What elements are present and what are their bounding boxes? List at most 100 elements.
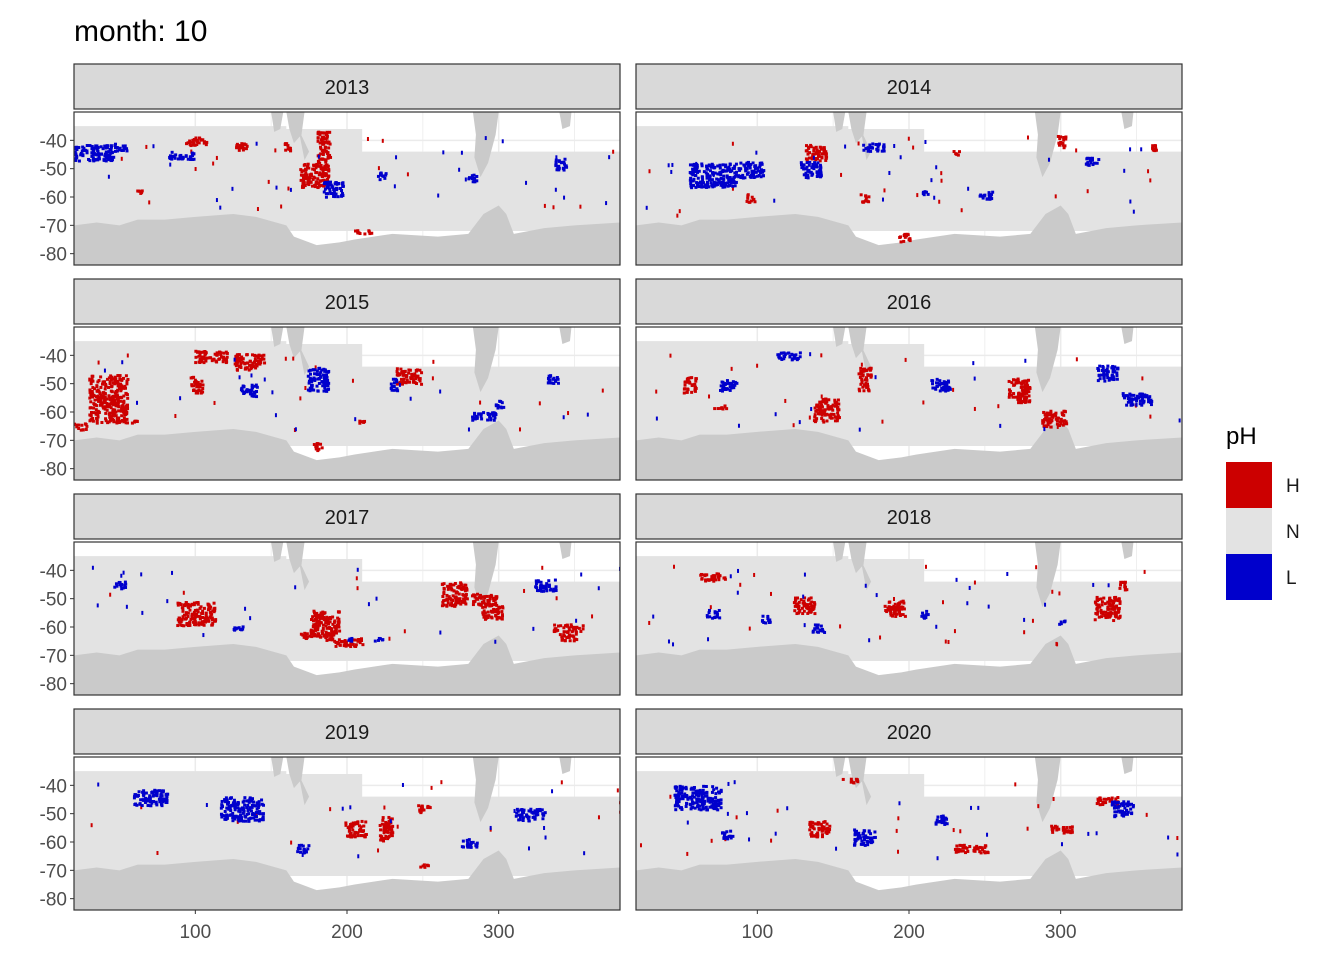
anomaly-cell-H — [194, 136, 198, 140]
anomaly-cell-L — [246, 808, 250, 812]
anomaly-cell-L — [74, 147, 78, 151]
panel-border — [635, 111, 1183, 266]
anomaly-cell-H — [91, 419, 95, 423]
anomaly-cell-L — [164, 792, 168, 796]
anomaly-cell-L — [1113, 804, 1117, 808]
anomaly-cell-H — [575, 625, 579, 629]
anomaly-cell-H — [382, 839, 386, 843]
anomaly-cell-L — [1105, 373, 1109, 377]
anomaly-cell-L — [893, 143, 896, 148]
anomaly-cell-H — [210, 618, 214, 622]
anomaly-cell-H — [1064, 135, 1068, 139]
anomaly-cell-H — [820, 400, 824, 404]
anomaly-cell-H — [106, 421, 110, 425]
anomaly-cell-H — [827, 407, 831, 411]
anomaly-cell-H — [1097, 603, 1101, 607]
anomaly-cell-L — [1123, 811, 1127, 815]
anomaly-cell-H — [807, 156, 811, 160]
anomaly-cell-L — [341, 184, 345, 188]
anomaly-cell-L — [547, 579, 551, 583]
anomaly-cell-L — [726, 181, 730, 185]
anomaly-cell-L — [389, 382, 393, 386]
anomaly-cell-L — [815, 170, 819, 174]
anomaly-cell-L — [144, 791, 148, 795]
anomaly-cell-H — [135, 420, 139, 424]
anomaly-cell-H — [245, 366, 249, 370]
anomaly-cell-L — [727, 178, 731, 182]
anomaly-cell-L — [245, 812, 249, 816]
anomaly-cell-L — [134, 793, 138, 797]
anomaly-cell-H — [384, 829, 388, 833]
anomaly-cell-L — [1125, 812, 1129, 816]
anomaly-cell-H — [93, 398, 97, 402]
anomaly-cell-H — [186, 614, 190, 618]
anomaly-cell-H — [316, 614, 320, 618]
antarctica — [636, 205, 1182, 265]
anomaly-cell-H — [334, 644, 338, 648]
anomaly-cell-H — [313, 627, 317, 631]
anomaly-cell-L — [718, 616, 722, 620]
anomaly-cell-H — [1058, 591, 1061, 596]
anomaly-cell-L — [734, 162, 738, 166]
y-tick-label: -70 — [40, 216, 67, 237]
anomaly-cell-H — [807, 610, 811, 614]
anomaly-cell-L — [704, 805, 708, 809]
anomaly-cell-L — [1128, 392, 1132, 396]
anomaly-cell-H — [952, 150, 956, 154]
anomaly-cell-L — [488, 412, 492, 416]
anomaly-cell-L — [1105, 371, 1109, 375]
anomaly-cell-H — [859, 366, 863, 370]
anomaly-cell-L — [458, 167, 461, 172]
anomaly-cell-H — [1041, 419, 1045, 423]
anomaly-cell-H — [234, 354, 238, 358]
anomaly-cell-L — [473, 176, 477, 180]
anomaly-cell-L — [103, 154, 107, 158]
anomaly-cell-H — [107, 385, 111, 389]
anomaly-cell-H — [1093, 600, 1097, 604]
anomaly-cell-H — [483, 596, 487, 600]
anomaly-cell-L — [696, 176, 700, 180]
anomaly-cell-H — [1049, 420, 1053, 424]
anomaly-cell-H — [176, 603, 180, 607]
anomaly-cell-H — [416, 374, 420, 378]
anomaly-cell-H — [717, 578, 721, 582]
anomaly-cell-L — [705, 164, 709, 168]
anomaly-cell-H — [1086, 189, 1089, 194]
anomaly-cell-L — [233, 357, 236, 362]
anomaly-cell-L — [933, 195, 936, 200]
anomaly-cell-L — [936, 815, 940, 819]
anomaly-cell-H — [1062, 146, 1066, 150]
anomaly-cell-H — [181, 609, 185, 613]
anomaly-cell-H — [326, 618, 330, 622]
anomaly-cell-H — [106, 405, 110, 409]
anomaly-cell-H — [1113, 612, 1117, 616]
anomaly-cell-H — [956, 153, 960, 157]
anomaly-cell-H — [858, 389, 862, 393]
anomaly-cell-L — [712, 788, 716, 792]
anomaly-cell-H — [457, 592, 461, 596]
anomaly-cell-L — [109, 145, 113, 149]
anomaly-cell-L — [716, 178, 720, 182]
anomaly-cell-L — [289, 187, 292, 192]
anomaly-cell-L — [1118, 809, 1122, 813]
anomaly-cell-H — [816, 821, 820, 825]
anomaly-cell-L — [547, 583, 551, 587]
anomaly-cell-H — [401, 373, 405, 377]
anomaly-cell-H — [1114, 615, 1118, 619]
anomaly-cell-H — [197, 621, 201, 625]
anomaly-cell-H — [205, 140, 209, 144]
anomaly-cell-L — [260, 798, 264, 802]
anomaly-cell-H — [810, 604, 814, 608]
anomaly-cell-L — [727, 834, 731, 838]
anomaly-cell-H — [1016, 395, 1020, 399]
anomaly-cell-L — [475, 845, 479, 849]
anomaly-cell-H — [121, 407, 125, 411]
anomaly-cell-H — [446, 598, 450, 602]
anomaly-cell-H — [723, 577, 727, 581]
anomaly-cell-H — [196, 602, 200, 606]
anomaly-cell-H — [408, 380, 412, 384]
anomaly-cell-H — [198, 353, 202, 357]
anomaly-cell-L — [773, 198, 776, 203]
anomaly-cell-L — [1103, 379, 1107, 383]
anomaly-cell-H — [805, 606, 809, 610]
